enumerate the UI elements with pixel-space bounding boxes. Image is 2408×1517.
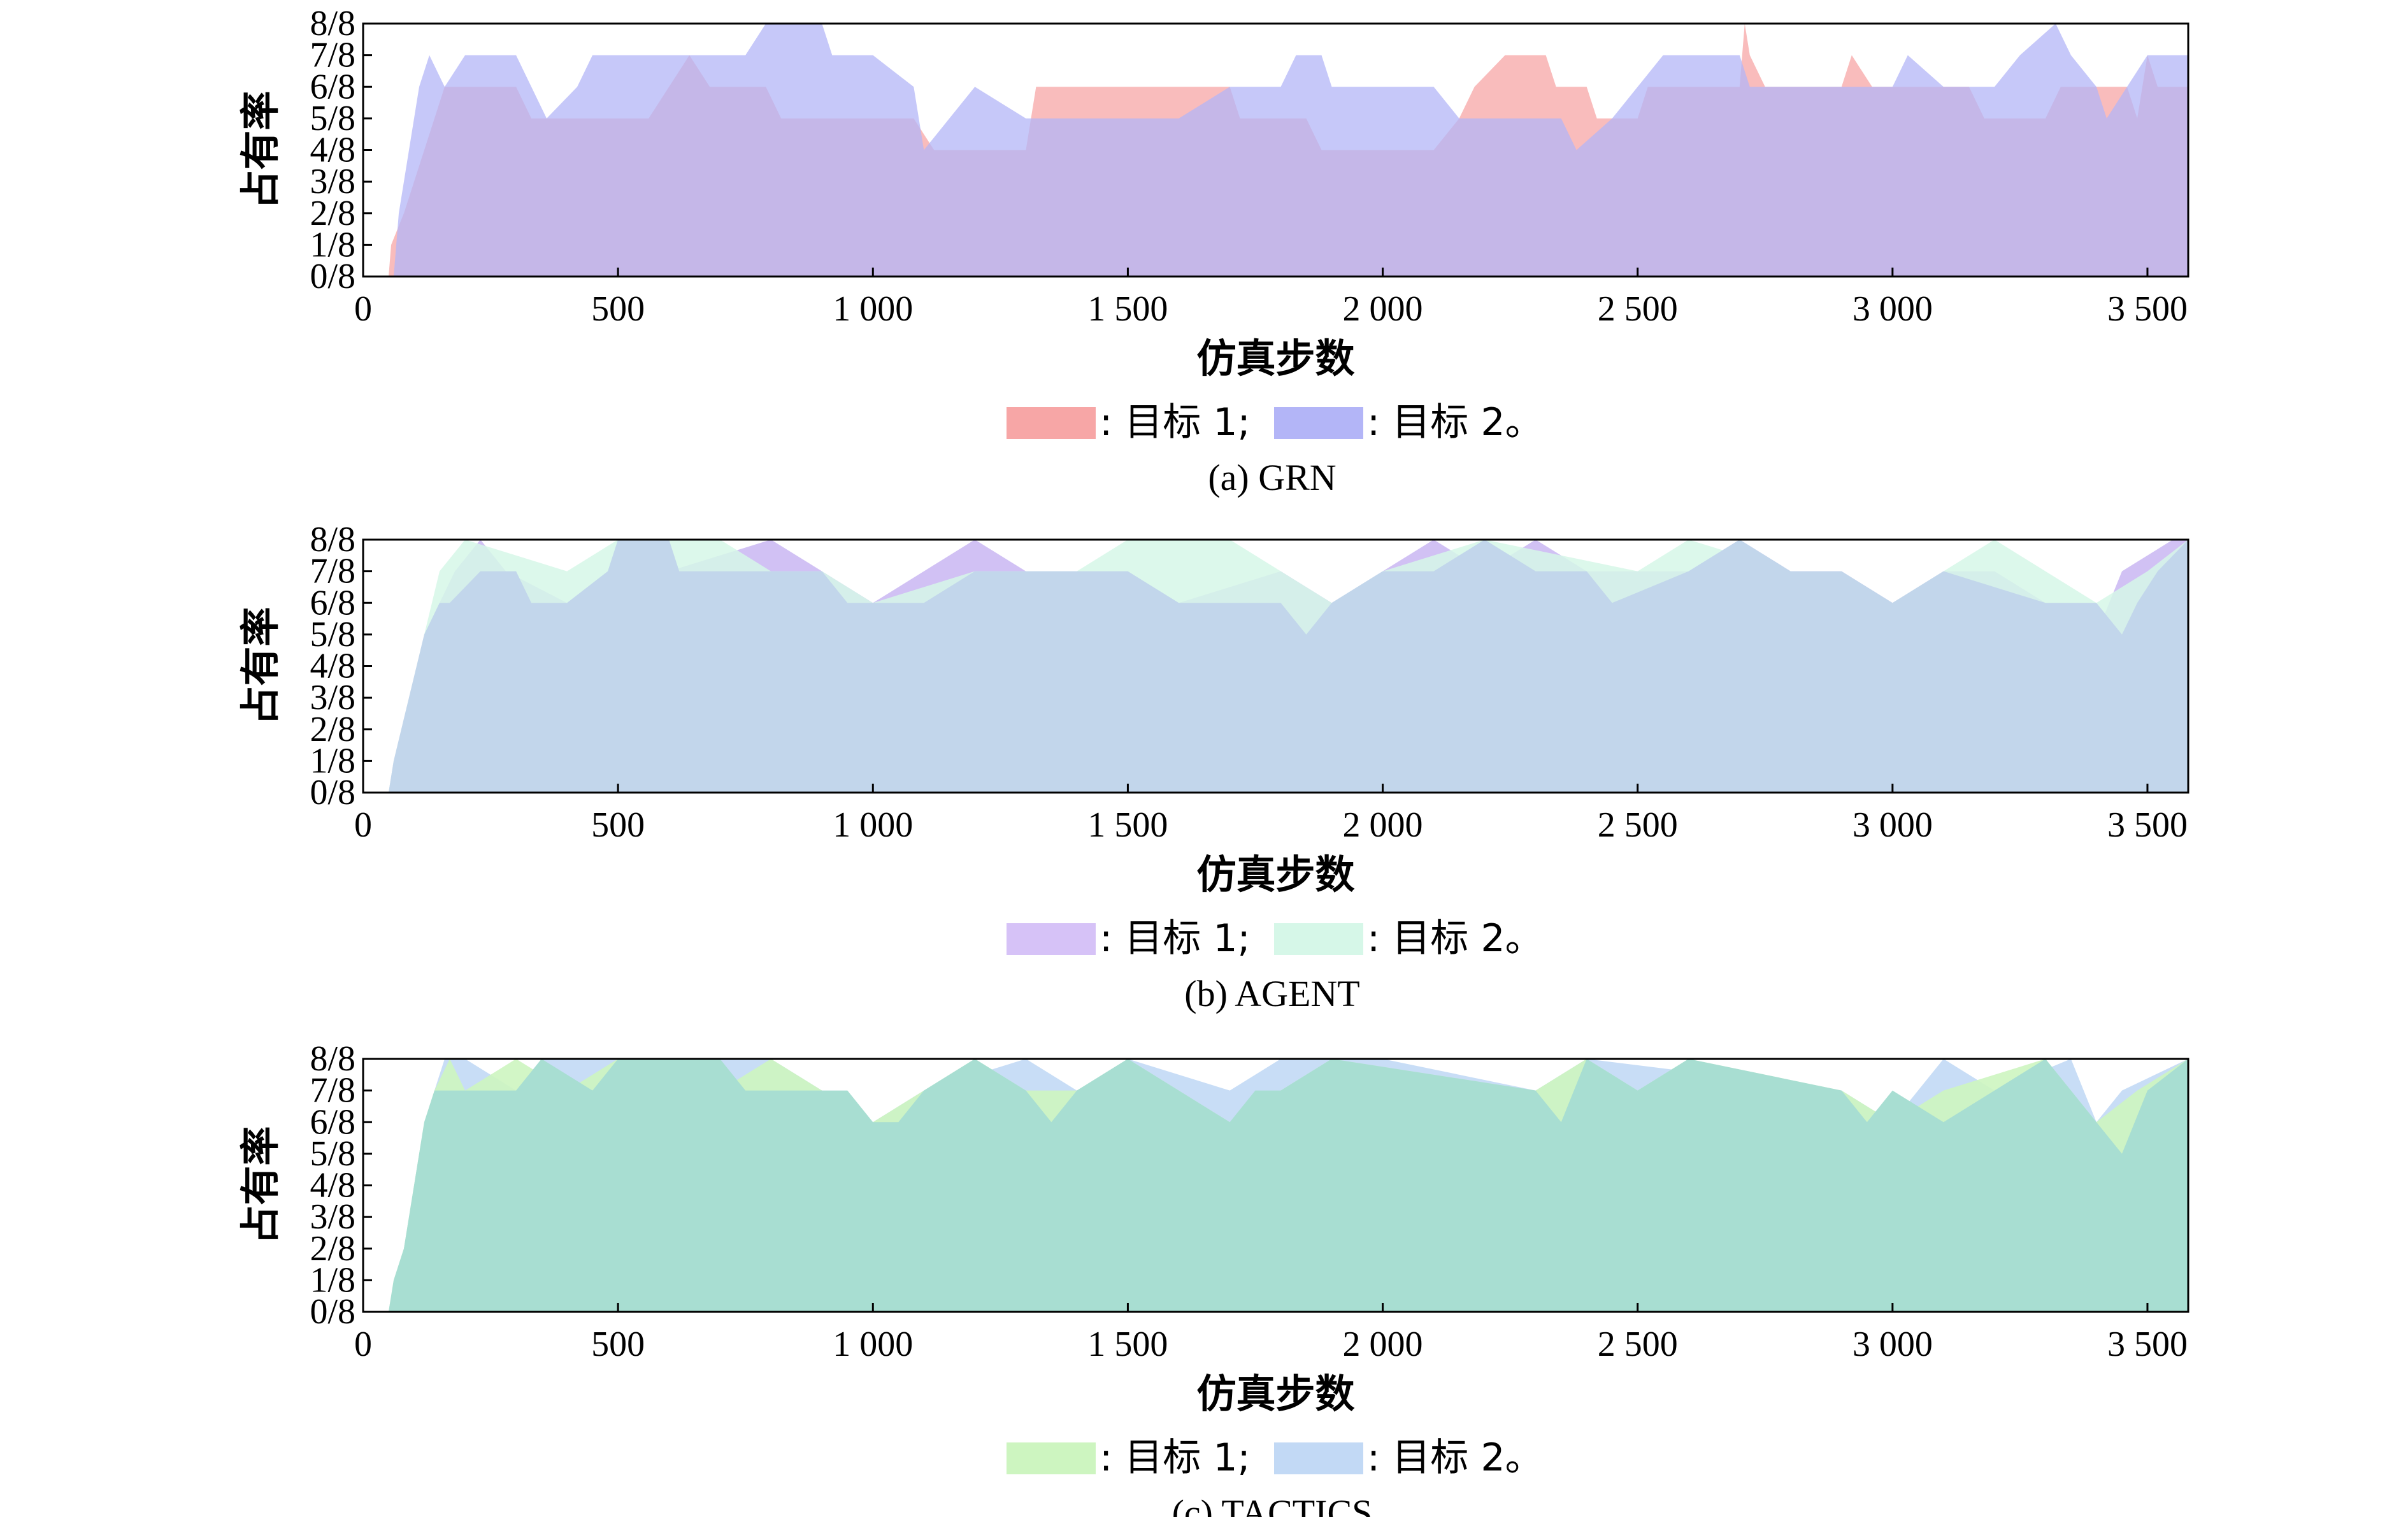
y-tick-label: 5/8 (310, 99, 355, 138)
y-tick-label: 2/8 (310, 1229, 355, 1269)
legend-swatch (1274, 923, 1363, 955)
y-tick-label: 0/8 (310, 1292, 355, 1332)
y-tick-label: 2/8 (310, 710, 355, 749)
chart-panel-2: 0/81/82/83/84/85/86/87/88/8 0 500 1 000 1 50… (237, 520, 2189, 1014)
legend-swatch (1007, 923, 1096, 955)
x-tick-label: 0 (354, 1325, 372, 1364)
x-tick-label: 1 000 (833, 1325, 913, 1364)
x-tick-label: 0 (354, 805, 372, 845)
x-axis-label: 仿真步数 (1196, 1370, 1354, 1417)
series-area-2 (363, 24, 2188, 277)
y-tick-label: 6/8 (310, 67, 355, 106)
panel-caption: (b) AGENT (1184, 973, 1359, 1014)
legend-label: : 目标 2。 (1367, 400, 1544, 445)
legend: : 目标 1; : 目标 2。 (1007, 1435, 1544, 1480)
legend-label: : 目标 1; (1100, 400, 1251, 445)
y-tick-label: 3/8 (310, 1197, 355, 1237)
y-tick-label: 0/8 (310, 773, 355, 812)
x-tick-label: 1 500 (1087, 1325, 1168, 1364)
legend: : 目标 1; : 目标 2。 (1007, 400, 1544, 445)
x-tick-label: 3 500 (2107, 805, 2188, 845)
x-tick-label: 500 (591, 289, 645, 329)
x-axis-label: 仿真步数 (1196, 335, 1354, 382)
x-tick-label: 3 500 (2107, 1325, 2188, 1364)
y-tick-label: 7/8 (310, 552, 355, 591)
x-tick-label: 2 000 (1343, 1325, 1423, 1364)
x-tick-label: 0 (354, 289, 372, 329)
y-tick-label: 1/8 (310, 1260, 355, 1300)
y-tick-label: 8/8 (310, 4, 355, 43)
y-tick-label: 6/8 (310, 583, 355, 622)
y-tick-label: 4/8 (310, 647, 355, 686)
legend-label: : 目标 2。 (1367, 916, 1544, 961)
x-tick-label: 3 000 (1853, 805, 1933, 845)
y-tick-label: 1/8 (310, 741, 355, 780)
y-tick-label: 5/8 (310, 615, 355, 654)
chart-panel-3: 0/81/82/83/84/85/86/87/88/8 0 500 1 000 1 50… (237, 1039, 2189, 1517)
x-axis-label: 仿真步数 (1196, 851, 1354, 898)
x-tick-label: 2 500 (1598, 1325, 1678, 1364)
series-area-3 (363, 540, 2188, 793)
y-tick-label: 3/8 (310, 678, 355, 717)
legend-label: : 目标 2。 (1367, 1435, 1544, 1480)
y-tick-label: 6/8 (310, 1102, 355, 1142)
panel-caption: (a) GRN (1208, 457, 1336, 498)
x-tick-label: 500 (591, 1325, 645, 1364)
y-tick-label: 2/8 (310, 194, 355, 233)
x-tick-label: 1 000 (833, 289, 913, 329)
chart-panel-1: 0/81/82/83/84/85/86/87/88/8 0 500 1 000 1 50… (237, 4, 2189, 498)
y-tick-label: 4/8 (310, 131, 355, 170)
panel-caption: (c) TACTICS (1172, 1492, 1373, 1517)
y-tick-label: 3/8 (310, 162, 355, 201)
x-tick-label: 2 000 (1343, 805, 1423, 845)
x-tick-label: 3 000 (1853, 1325, 1933, 1364)
x-tick-label: 3 000 (1853, 289, 1933, 329)
y-tick-label: 8/8 (310, 520, 355, 559)
x-tick-label: 1 500 (1087, 805, 1168, 845)
x-tick-label: 2 500 (1598, 805, 1678, 845)
x-tick-label: 2 000 (1343, 289, 1423, 329)
legend-label: : 目标 1; (1100, 916, 1251, 961)
y-tick-label: 7/8 (310, 1071, 355, 1111)
y-tick-label: 1/8 (310, 225, 355, 264)
series-area-3 (363, 1059, 2188, 1312)
x-tick-label: 2 500 (1598, 289, 1678, 329)
legend-label: : 目标 1; (1100, 1435, 1251, 1480)
y-tick-label: 4/8 (310, 1166, 355, 1205)
y-axis-label: 占有率 (237, 1126, 283, 1244)
legend-swatch (1274, 1442, 1363, 1474)
y-tick-label: 7/8 (310, 36, 355, 75)
x-tick-label: 500 (591, 805, 645, 845)
y-axis-label: 占有率 (237, 90, 283, 209)
x-tick-label: 1 000 (833, 805, 913, 845)
y-tick-label: 5/8 (310, 1134, 355, 1174)
y-axis-label: 占有率 (237, 607, 283, 725)
legend: : 目标 1; : 目标 2。 (1007, 916, 1544, 961)
legend-swatch (1274, 407, 1363, 439)
legend-swatch (1007, 407, 1096, 439)
y-tick-label: 0/8 (310, 257, 355, 296)
x-tick-label: 3 500 (2107, 289, 2188, 329)
x-tick-label: 1 500 (1087, 289, 1168, 329)
y-tick-label: 8/8 (310, 1039, 355, 1079)
legend-swatch (1007, 1442, 1096, 1474)
